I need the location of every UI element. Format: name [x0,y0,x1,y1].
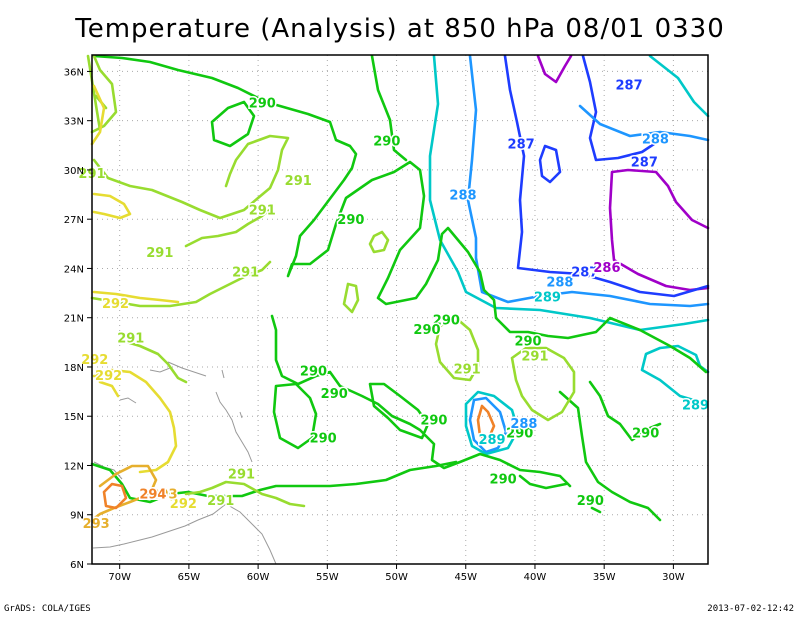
tick-label-lon: 60W [247,572,270,583]
tick-label-lon: 65W [178,572,201,583]
contour-label-294: 294 [139,487,166,502]
contour-label-291: 291 [117,331,144,346]
contour-label-291: 291 [454,363,481,378]
contour-label-288: 288 [510,417,537,432]
contour-label-290: 290 [249,97,276,112]
tick-label-lat: 21N [64,314,84,325]
contour-label-291: 291 [521,349,548,364]
contour-label-290: 290 [433,313,460,328]
tick-label-lon: 55W [316,572,339,583]
tick-label-lat: 33N [64,117,84,128]
tick-label-lat: 27N [64,215,84,226]
contour-label-292: 292 [170,497,197,512]
footer-timestamp: 2013-07-02-12:42 [707,604,794,614]
contour-label-291: 291 [232,266,259,281]
contour-label-288: 288 [449,189,476,204]
contour-label-286: 286 [593,261,620,276]
contour-label-293: 293 [83,517,110,532]
isotherm-289 [428,54,710,456]
tick-label-lat: 9N [70,511,84,522]
contour-label-291: 291 [249,203,276,218]
contour-label-287: 287 [616,79,643,94]
contour-label-288: 288 [546,276,573,291]
isotherm-291 [86,54,576,508]
tick-label-lat: 36N [64,67,84,78]
contour-label-290: 290 [514,335,541,350]
contour-label-293: 293 [150,487,177,502]
chart-title: Temperature (Analysis) at 850 hPa 08/01 … [75,14,725,44]
contour-label-287: 287 [571,266,598,281]
contour-label-290: 290 [506,427,533,442]
contour-label-287: 287 [508,138,535,153]
contour-label-292: 292 [95,369,122,384]
contour-label-290: 290 [420,414,447,429]
contour-label-290: 290 [310,432,337,447]
tick-label-lon: 45W [454,572,477,583]
tick-label-lon: 50W [385,572,408,583]
contour-label-291: 291 [207,494,234,509]
tick-label-lat: 30N [64,166,84,177]
contour-label-290: 290 [373,134,400,149]
tick-label-lat: 12N [64,461,84,472]
contour-label-290: 290 [300,364,327,379]
tick-label-lat: 18N [64,363,84,374]
tick-label-lat: 6N [70,560,84,571]
contour-label-290: 290 [577,494,604,509]
axis-ticks: 70W 65W 60W 55W 50W 45W 40W 35W 30W 36N 33N 30N 27N 2… [64,67,685,583]
contour-label-290: 290 [321,387,348,402]
tick-label-lon: 35W [593,572,616,583]
isotherm-292 [90,84,180,474]
contour-label-292: 292 [81,353,108,368]
contour-label-290: 290 [337,213,364,228]
contour-label-287: 287 [631,156,658,171]
isotherm-287 [503,54,710,298]
contour-label-292: 292 [102,297,129,312]
contour-label-288: 288 [642,133,669,148]
tick-label-lon: 70W [108,572,131,583]
isotherm-286 [536,54,710,292]
tick-label-lat: 15N [64,412,84,423]
contour-label-291: 291 [285,174,312,189]
map-frame [91,54,709,565]
tick-label-lon: 40W [524,572,547,583]
contour-label-290: 290 [490,473,517,488]
contour-label-289: 289 [478,433,505,448]
isotherm-288 [466,54,710,454]
tick-label-lat: 24N [64,264,84,275]
isotherm-contours [86,54,710,522]
contour-label-290: 290 [632,427,659,442]
tick-label-lon: 30W [662,572,685,583]
contour-label-290: 290 [413,323,440,338]
contour-label-291: 291 [228,468,255,483]
isotherm-290 [90,54,708,522]
coastlines [92,361,277,565]
contour-label-289: 289 [534,290,561,305]
footer-credit: GrADS: COLA/IGES [4,604,91,614]
coastline-south-america [92,503,277,565]
isotherm-294 [102,404,496,510]
isotherm-293 [90,464,158,522]
contour-label-291: 291 [146,246,173,261]
contour-label-289: 289 [682,399,709,414]
